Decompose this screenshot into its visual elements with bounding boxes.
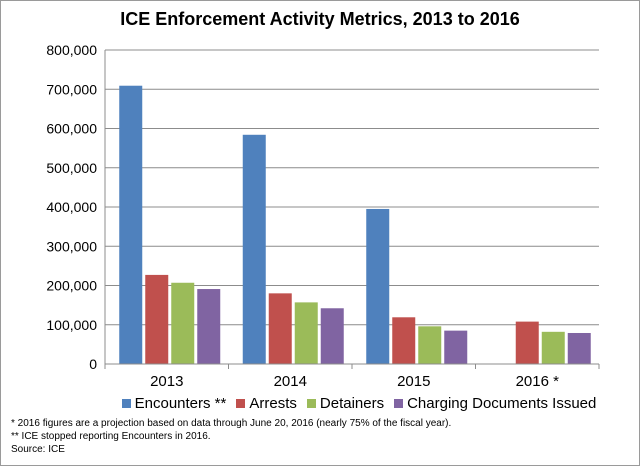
- legend-item: Arrests: [236, 395, 297, 412]
- legend-item: Detainers: [306, 395, 385, 412]
- gridlines: [105, 49, 599, 326]
- bar-2014-series-1: [268, 293, 292, 364]
- y-tick-label: 100,000: [46, 317, 97, 333]
- bar-2015-series-2: [418, 326, 442, 364]
- bar-2015-series-0: [366, 208, 390, 364]
- legend-swatch: [236, 399, 246, 408]
- x-tick-label: 2015: [397, 373, 430, 390]
- y-tick-label: 400,000: [46, 199, 97, 215]
- x-tick-label: 2016 *: [516, 373, 560, 390]
- legend: Encounters ** Arrests Detainers Charging Do…: [119, 395, 599, 412]
- bar-2016-series-3: [567, 332, 591, 364]
- bar-2016-series-2: [541, 331, 565, 364]
- legend-label: Arrests: [249, 395, 297, 412]
- legend-label: Charging Documents Issued: [407, 395, 597, 412]
- legend-swatch: [394, 399, 404, 408]
- footnote-source: Source: ICE: [11, 444, 65, 455]
- y-tick-label: 800,000: [46, 42, 97, 58]
- bar-2013-series-0: [119, 85, 143, 364]
- x-axis-tick-labels: 2013 2014 2015 2016 *: [150, 373, 559, 390]
- bar-2013-series-2: [171, 282, 195, 364]
- y-tick-label: 700,000: [46, 81, 97, 97]
- legend-swatch: [306, 399, 316, 408]
- bar-chart: 0 100,000 200,000 300,000 400,000 500,000 600,…: [46, 42, 600, 390]
- y-tick-label: 600,000: [46, 121, 97, 137]
- y-tick-label: 300,000: [46, 238, 97, 254]
- legend-item: Encounters **: [121, 395, 227, 412]
- bar-2014-series-0: [242, 134, 266, 364]
- bar-2014-series-2: [294, 302, 318, 364]
- bar-2016-series-1: [515, 321, 539, 364]
- bar-2013-series-1: [145, 274, 169, 364]
- legend-item: Charging Documents Issued: [394, 395, 596, 412]
- bar-2014-series-3: [320, 308, 344, 364]
- bar-2015-series-1: [392, 317, 416, 364]
- legend-swatch: [121, 399, 131, 408]
- chart-title: ICE Enforcement Activity Metrics, 2013 t…: [120, 9, 520, 29]
- y-tick-label: 0: [89, 356, 97, 372]
- bar-2015-series-3: [444, 330, 468, 364]
- x-axis: [104, 50, 600, 369]
- legend-label: Encounters **: [134, 395, 227, 412]
- x-tick-label: 2014: [274, 373, 307, 390]
- footnote-projection: * 2016 figures are a projection based on…: [11, 418, 452, 429]
- y-tick-label: 200,000: [46, 278, 97, 294]
- legend-label: Detainers: [319, 395, 385, 412]
- y-tick-label: 500,000: [46, 160, 97, 176]
- footnotes: * 2016 figures are a projection based on…: [11, 417, 451, 456]
- x-tick-label: 2013: [150, 373, 183, 390]
- footnote-encounters: ** ICE stopped reporting Encounters in 2…: [11, 431, 211, 442]
- y-axis-tick-labels: 0 100,000 200,000 300,000 400,000 500,000 600,…: [46, 42, 97, 372]
- bars: [119, 85, 591, 364]
- bar-2013-series-3: [197, 289, 221, 364]
